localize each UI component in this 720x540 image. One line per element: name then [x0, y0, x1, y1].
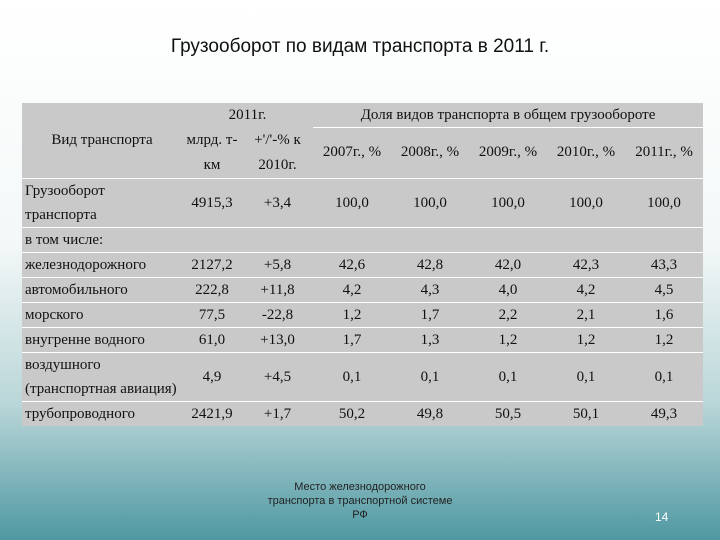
column-header: 2009г., %	[478, 144, 538, 161]
empty-cell	[182, 227, 703, 252]
cell: 49,3	[650, 405, 678, 422]
cell: 4,5	[654, 281, 674, 298]
cell: 1,2	[576, 331, 596, 348]
row-label: автомобильного	[25, 281, 128, 298]
cell: 4,0	[498, 281, 518, 298]
column-header: млрд. т-км	[186, 131, 238, 173]
row-label: внугренне водного	[25, 331, 145, 348]
column-header: 2010г., %	[556, 144, 616, 161]
table-row: воздушного (транспортная авиация) 4,9 +4,5…	[22, 352, 704, 401]
footer-note: Место железнодорожного транспорта в тран…	[267, 481, 453, 521]
cell: 4,9	[202, 368, 222, 385]
cell: -22,8	[261, 306, 294, 323]
cell: +4,5	[263, 368, 292, 385]
row-label: трубопроводного	[25, 405, 135, 422]
cell: +13,0	[260, 331, 295, 348]
cell: 222,8	[195, 281, 229, 298]
cell: 1,2	[342, 306, 362, 323]
cell: +5,8	[263, 256, 292, 273]
cell: 1,3	[420, 331, 440, 348]
cell: 1,2	[498, 331, 518, 348]
cell: 100,0	[569, 194, 603, 211]
cell: 0,1	[654, 368, 674, 385]
row-label: Грузооборот транспорта	[25, 182, 105, 223]
cell: 50,1	[572, 405, 600, 422]
cell: +11,8	[260, 281, 295, 298]
row-label: воздушного (транспортная авиация)	[25, 356, 177, 397]
cell: 4915,3	[191, 194, 233, 211]
cell: 42,6	[338, 256, 366, 273]
row-label: в том числе:	[25, 231, 104, 248]
page-number: 14	[655, 510, 669, 524]
table-row: автомобильного 222,8 +11,8 4,2 4,3 4,0 4,2 4,5	[22, 277, 704, 302]
cell: 1,7	[342, 331, 362, 348]
column-header: +'/'-% к 2010г.	[254, 131, 301, 173]
header-group: 2011г.	[228, 107, 267, 124]
cell: 50,5	[494, 405, 522, 422]
cell: 1,2	[654, 331, 674, 348]
table-row: железнодорожного 2127,2 +5,8 42,6 42,8 42,0 42…	[22, 252, 704, 277]
cell: +3,4	[263, 194, 292, 211]
cell: 1,7	[420, 306, 440, 323]
header-label: Вид транспорта	[51, 132, 153, 149]
cell: 2127,2	[191, 256, 233, 273]
data-table: Вид транспорта 2011г. Доля видов транспо…	[22, 103, 704, 426]
cell: 4,2	[576, 281, 596, 298]
cell: 4,3	[420, 281, 440, 298]
cell: 43,3	[650, 256, 678, 273]
cell: 2421,9	[191, 405, 233, 422]
cell: 1,6	[654, 306, 674, 323]
table-row: трубопроводного 2421,9 +1,7 50,2 49,8 50,5 50,…	[22, 401, 704, 426]
cell: 61,0	[198, 331, 226, 348]
cell: 100,0	[335, 194, 369, 211]
cell: 100,0	[413, 194, 447, 211]
row-label: железнодорожного	[25, 256, 147, 273]
column-header: 2008г., %	[400, 144, 460, 161]
cell: 2,2	[498, 306, 518, 323]
cell: 77,5	[198, 306, 226, 323]
cell: 0,1	[342, 368, 362, 385]
cell: 49,8	[416, 405, 444, 422]
slide-title: Грузооборот по видам транспорта в 2011 г…	[170, 36, 550, 57]
cell: 0,1	[498, 368, 518, 385]
cell: 0,1	[420, 368, 440, 385]
table-body: Грузооборот транспорта 4915,3 +3,4 100,0 100…	[22, 178, 704, 426]
cell: 42,8	[416, 256, 444, 273]
row-label: морского	[25, 306, 84, 323]
cell: 100,0	[647, 194, 681, 211]
table-row: в том числе:	[22, 227, 704, 252]
cell: 2,1	[576, 306, 596, 323]
header-row: млрд. т-км +'/'-% к 2010г. 2007г., % 2008г.…	[22, 128, 703, 179]
table-row: морского 77,5 -22,8 1,2 1,7 2,2 2,1 1,6	[22, 302, 704, 327]
cell: 100,0	[491, 194, 525, 211]
cell: 42,0	[494, 256, 522, 273]
cell: 4,2	[342, 281, 362, 298]
table-row: внугренне водного 61,0 +13,0 1,7 1,3 1,2 1,2 1,…	[22, 327, 704, 352]
column-header: 2011г., %	[635, 144, 693, 161]
table-row: Грузооборот транспорта 4915,3 +3,4 100,0 100…	[22, 178, 704, 227]
cell: 50,2	[338, 405, 366, 422]
header-group: Доля видов транспорта в общем грузооборо…	[313, 103, 704, 128]
column-header: 2007г., %	[322, 144, 382, 161]
cell: +1,7	[263, 405, 292, 422]
cell: 0,1	[576, 368, 596, 385]
cell: 42,3	[572, 256, 600, 273]
